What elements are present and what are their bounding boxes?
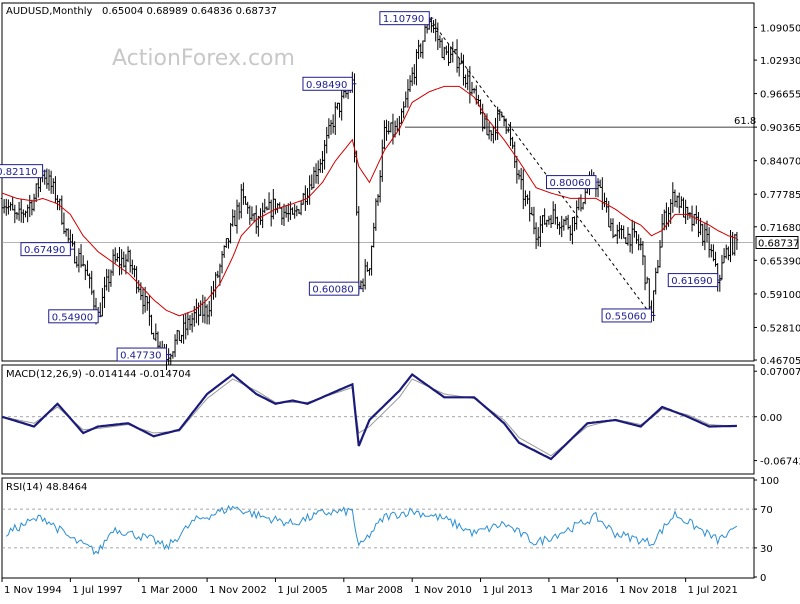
peak-labels: 0.82110 0.67490 0.54900 0.47730 0.98490 0.600… [0, 11, 722, 362]
x-tick-label: 1 Nov 2018 [619, 585, 677, 596]
x-tick-label: 1 Jul 2005 [277, 585, 327, 596]
price-tick-label: 0.84070 [760, 157, 800, 168]
trendline-line [428, 17, 652, 316]
peak-label: 0.82110 [0, 164, 47, 179]
rsi-tick-label: 70 [760, 505, 773, 516]
x-tick-label: 1 Nov 2010 [414, 585, 472, 596]
x-tick-label: 1 Nov 2002 [209, 585, 267, 596]
rsi-axis: 100 70 30 0 [754, 476, 779, 584]
price-grid: 61.8 [2, 116, 756, 243]
peak-label: 0.61690 [667, 273, 722, 288]
price-tick-label: 0.46705 [760, 356, 800, 367]
rsi-title: RSI(14) 48.8464 [6, 482, 87, 493]
peak-label-text: 0.61690 [671, 276, 712, 287]
watermark: ActionForex.com [112, 46, 295, 71]
rsi-line [5, 504, 738, 556]
price-panel [1, 2, 755, 362]
price-tick-label: 1.02930 [760, 56, 800, 67]
price-axis: 1.09050 1.02930 0.96655 0.90365 0.84070 0.777… [754, 23, 800, 367]
price-tick-label: 0.59100 [760, 290, 800, 301]
peak-label: 1.10790 [379, 11, 434, 26]
peak-label: 0.47730 [116, 347, 171, 362]
peak-label-text: 0.55060 [605, 311, 646, 322]
price-tick-label: 0.77785 [760, 190, 800, 201]
chart-ohlc: 0.65004 0.68989 0.64836 0.68737 [102, 6, 277, 17]
price-tick-label: 0.71680 [760, 223, 800, 234]
peak-label: 0.60080 [308, 281, 363, 296]
price-tick-label: 0.65390 [760, 256, 800, 267]
x-tick-label: 1 Mar 2008 [346, 585, 403, 596]
peak-label-text: 0.98490 [306, 80, 347, 91]
peak-label: 0.80060 [546, 175, 600, 190]
macd-axis: 0.070071 0.00 -0.067423 [754, 367, 800, 468]
moving-average-line [1, 85, 738, 317]
peak-label-box [302, 76, 353, 91]
macd-tick-label: -0.067423 [760, 457, 800, 468]
price-tick-label: 0.90365 [760, 123, 800, 134]
peak-label-text: 0.67490 [24, 245, 65, 256]
rsi-tick-label: 30 [760, 544, 773, 555]
chart-symbol: AUDUSD,Monthly [6, 6, 93, 17]
x-tick-label: 1 Mar 2000 [141, 585, 198, 596]
macd-tick-label: 0.070071 [760, 367, 800, 378]
rsi-tick-label: 0 [760, 573, 766, 584]
macd-line [1, 373, 737, 461]
x-tick-label: 1 Nov 1994 [4, 585, 62, 596]
current-price-box [755, 235, 799, 249]
macd-tick-label: 0.00 [760, 413, 782, 424]
current-price-label: 0.68737 [758, 238, 799, 249]
price-tick-label: 1.09050 [760, 23, 800, 34]
peak-label: 0.54900 [48, 309, 103, 324]
price-bar [735, 231, 739, 250]
price-tick-label: 0.96655 [760, 90, 800, 101]
peak-label-text: 1.10790 [383, 14, 424, 25]
macd-lines [1, 373, 754, 461]
macd-panel [1, 364, 755, 475]
rsi-panel [1, 477, 755, 579]
trendline [428, 17, 652, 316]
peak-label-text: 0.54900 [52, 312, 93, 323]
peak-label-text: 0.82110 [0, 167, 38, 178]
peak-label-text: 0.47730 [120, 351, 161, 362]
x-tick-label: 1 Jul 2013 [483, 585, 533, 596]
macd-title: MACD(12,26,9) -0.014144 -0.014704 [6, 369, 191, 380]
moving-average [1, 85, 738, 317]
price-tick-label: 0.52810 [760, 323, 800, 334]
x-tick-label: 1 Mar 2016 [551, 585, 608, 596]
rsi-tick-label: 100 [760, 476, 779, 487]
x-tick-label: 1 Jul 1997 [72, 585, 122, 596]
fib-level-label: 61.8 [734, 116, 756, 127]
peak-label-text: 0.60080 [312, 285, 353, 296]
rsi-line [2, 504, 754, 556]
x-tick-label: 1 Jul 2021 [688, 585, 738, 596]
x-axis: 1 Nov 1994 1 Jul 1997 1 Mar 2000 1 Nov 2002… [1, 578, 738, 596]
peak-label: 0.67490 [20, 242, 75, 257]
peak-label-text: 0.80060 [550, 178, 591, 189]
peak-label: 0.98490 [302, 76, 357, 91]
peak-label: 0.55060 [601, 308, 656, 323]
